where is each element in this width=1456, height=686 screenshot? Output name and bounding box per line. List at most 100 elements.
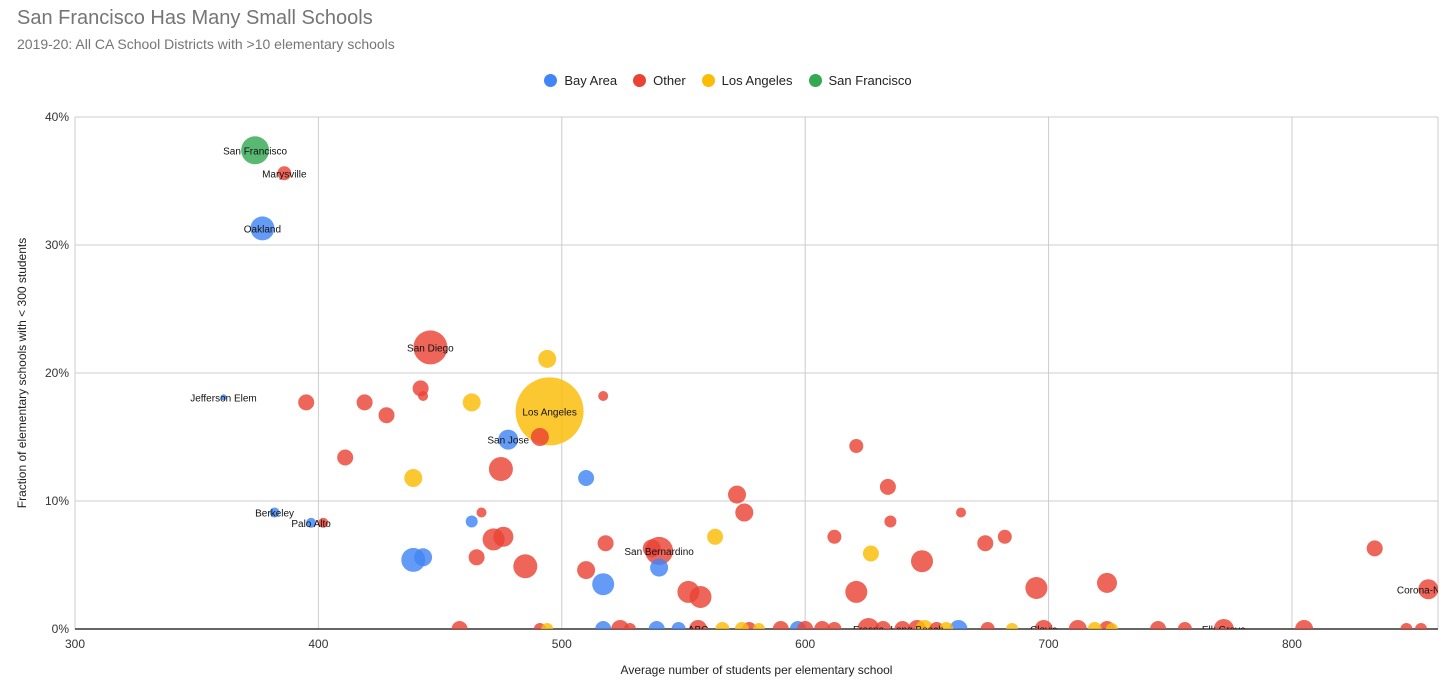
bubble-other[interactable] [597,535,614,552]
chart-subtitle: 2019-20: All CA School Districts with >1… [17,36,395,52]
bubble-bay-area[interactable] [465,515,478,528]
bubble-other[interactable] [849,439,864,453]
point-label: Elk Grove [1202,625,1246,636]
bubble-other[interactable] [277,166,292,181]
bubble-los-angeles[interactable] [915,620,934,638]
x-tick-label: 500 [552,637,572,651]
bubble-los-angeles[interactable] [1006,623,1019,635]
bubble-other[interactable] [530,428,549,446]
x-tick-label: 400 [308,637,328,651]
bubble-los-angeles[interactable] [1087,622,1102,636]
bubble-bay-area[interactable] [648,621,665,637]
bubble-other[interactable] [956,507,966,518]
bubble-bay-area[interactable] [269,507,280,518]
bubble-other[interactable] [1400,623,1413,635]
point-label: Jefferson Elem [190,393,257,404]
bubble-other[interactable] [356,394,373,411]
bubble-los-angeles[interactable] [752,623,765,635]
bubble-los-angeles[interactable] [515,377,584,446]
bubble-other[interactable] [827,622,842,636]
bubble-bay-area[interactable] [671,622,686,636]
point-label: Corona-Norco [1397,585,1456,596]
bubble-los-angeles[interactable] [538,349,557,368]
bubble-other[interactable] [977,535,994,552]
bubble-other[interactable] [1025,577,1048,599]
point-label: ABC [688,625,709,636]
bubble-other[interactable] [1150,621,1167,637]
point-label: San Jose [487,436,529,447]
bubble-other[interactable] [378,407,395,424]
bubble-bay-area[interactable] [650,558,669,577]
bubble-los-angeles[interactable] [404,469,423,487]
bubble-los-angeles[interactable] [734,622,749,636]
bubble-other[interactable] [875,621,892,637]
legend-item-other[interactable]: Other [633,73,686,88]
bubble-other[interactable] [451,621,468,637]
bubble-other[interactable] [1418,579,1438,600]
bubble-bay-area[interactable] [414,548,433,567]
bubble-other[interactable] [418,391,429,401]
bubble-other[interactable] [772,621,789,637]
bubble-other[interactable] [911,550,933,573]
bubble-other[interactable] [735,503,754,522]
bubble-other[interactable] [1177,622,1192,636]
bubble-other[interactable] [1415,623,1427,635]
legend-item-los-angeles[interactable]: Los Angeles [701,73,793,88]
bubble-other[interactable] [1034,620,1053,638]
bubble-other[interactable] [827,529,842,544]
bubble-other[interactable] [493,526,514,547]
bubble-other[interactable] [689,586,712,608]
bubble-bay-area[interactable] [220,394,227,401]
bubble-san-francisco[interactable] [241,136,270,165]
bubble-other[interactable] [728,485,746,504]
bubble-other[interactable] [598,391,609,401]
bubble-other[interactable] [1097,572,1117,593]
bubble-los-angeles[interactable] [707,528,724,545]
bubble-other[interactable] [884,515,897,528]
bubble-bay-area[interactable] [578,470,595,486]
bubble-other[interactable] [689,620,708,638]
bubble-bay-area[interactable] [250,216,275,241]
bubble-other[interactable] [1295,620,1314,638]
bubble-bay-area[interactable] [592,573,615,596]
y-tick-label: 0% [52,622,70,636]
bubble-los-angeles[interactable] [1105,623,1118,635]
bubble-other[interactable] [642,539,661,558]
bubble-bay-area[interactable] [949,620,968,638]
bubble-bay-area[interactable] [306,517,317,528]
bubble-other[interactable] [513,554,538,579]
tick-labels: 300 400 500 600 700 800 0% 10% 20% 30% 40% [45,110,1302,651]
bubble-other[interactable] [476,507,487,518]
bubble-other[interactable] [1068,620,1087,638]
bubble-other[interactable] [879,478,896,495]
bubble-other[interactable] [845,580,868,603]
legend-item-san-francisco[interactable]: San Francisco [808,73,912,88]
legend-item-bay-area[interactable]: Bay Area [544,73,617,88]
bubble-other[interactable] [318,517,329,528]
bubble-bay-area[interactable] [498,429,519,450]
bubble-los-angeles[interactable] [939,622,954,636]
point-label: Los Angeles [522,407,577,418]
bubble-other[interactable] [1213,619,1234,639]
bubble-other[interactable] [894,621,911,637]
bubble-other[interactable] [577,561,596,580]
bubble-other[interactable] [468,549,485,566]
bubble-other[interactable] [298,394,315,411]
bubble-los-angeles[interactable] [715,622,730,636]
bubble-other[interactable] [797,621,814,637]
bubble-los-angeles[interactable] [462,393,481,412]
bubble-other[interactable] [857,618,880,640]
bubble-other[interactable] [980,622,995,636]
point-label: San Diego [407,343,454,354]
point-label: Fresno [853,625,885,636]
bubble-other[interactable] [337,449,354,466]
bubble-other[interactable] [814,621,831,637]
bubble-other[interactable] [623,623,636,635]
bubble-other[interactable] [1366,540,1383,557]
bubble-other[interactable] [488,457,513,481]
bubble-los-angeles[interactable] [541,623,554,635]
bubble-other[interactable] [997,529,1012,544]
bubble-other[interactable] [413,330,448,365]
bubble-los-angeles[interactable] [862,545,879,562]
bubble-bay-area[interactable] [595,621,612,637]
